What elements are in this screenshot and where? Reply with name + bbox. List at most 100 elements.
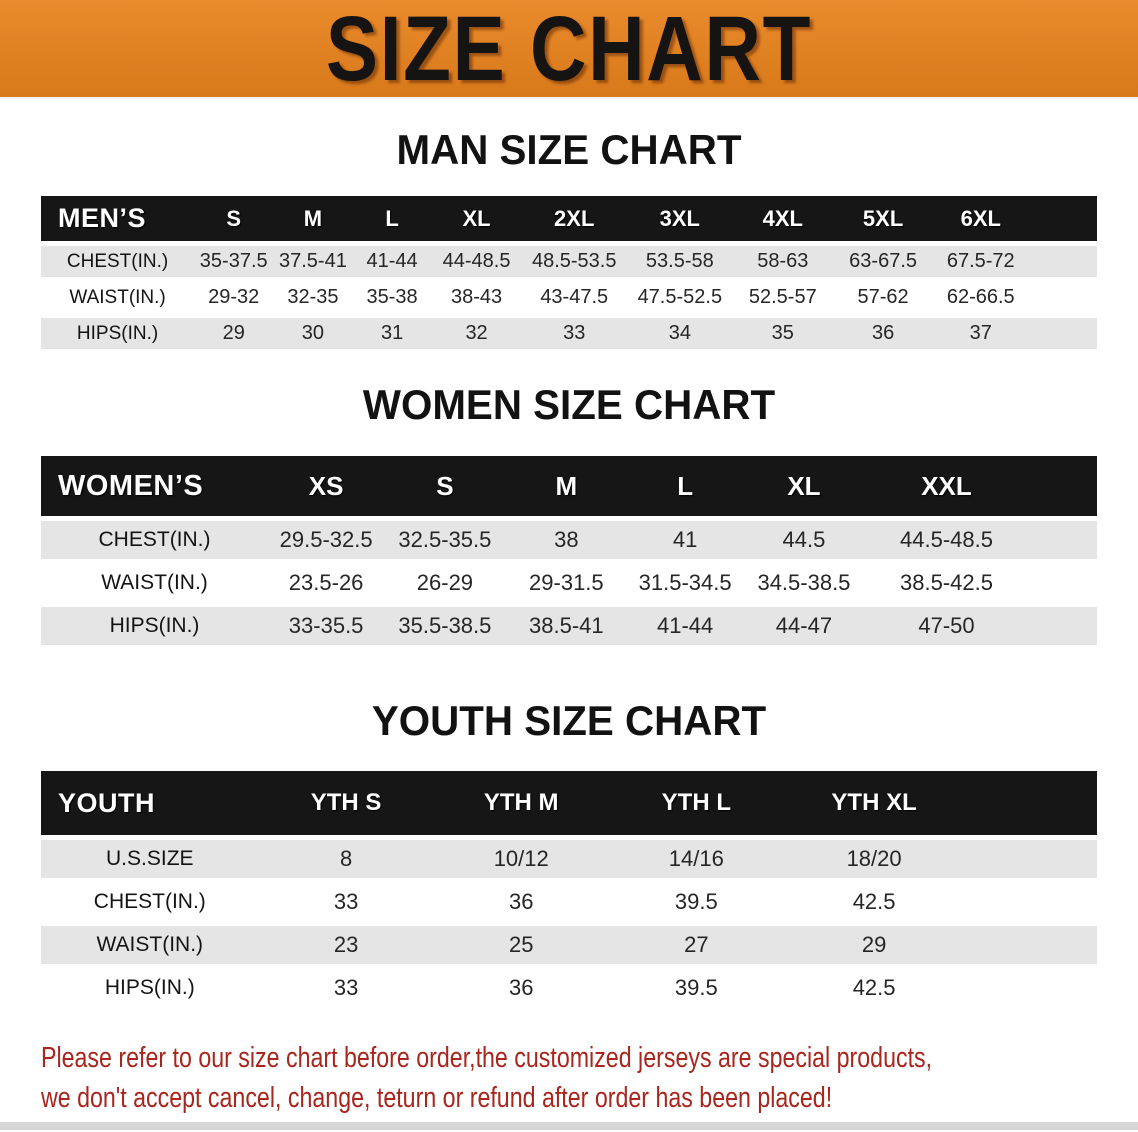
disclaimer-line-1: Please refer to our size chart before or… <box>41 1042 933 1074</box>
women-header-label: WOMEN’S <box>41 456 269 516</box>
size-value-cell: 31 <box>352 318 432 349</box>
men-header-row: MEN’S S M L XL 2XL 3XL 4XL 5XL 6XL <box>41 196 1097 241</box>
size-column-header: XXL <box>864 456 1029 516</box>
size-value-cell: 44.5 <box>743 521 865 559</box>
row-spacer <box>964 840 1097 878</box>
size-column-header: L <box>352 196 432 241</box>
size-value-cell: 33 <box>333 889 359 914</box>
men-header-label: MEN’S <box>41 196 195 241</box>
men-section: MAN SIZE CHART MEN’S S M L XL 2XL 3XL 4XL 5XL 6XL… <box>0 128 1138 354</box>
size-value-cell: 27 <box>608 926 784 964</box>
men-section-heading: MAN SIZE CHART <box>396 126 742 173</box>
size-value-cell: 10/12 <box>433 840 609 878</box>
size-column-header: 6XL <box>933 196 1029 241</box>
measurement-row: CHEST(IN.) 33 36 39.5 42.5 <box>41 883 1097 921</box>
row-label: CHEST(IN.) <box>41 521 269 559</box>
size-value-cell: 62-66.5 <box>946 286 1015 308</box>
size-value-cell: 35 <box>732 318 833 349</box>
size-value-cell: 29 <box>783 926 965 964</box>
size-column-header: 4XL <box>732 196 833 241</box>
youth-size-table: YOUTH YTH S YTH M YTH L YTH XL U.S.SIZE 8 10/12… <box>41 766 1097 1012</box>
size-value-cell: 29 <box>194 318 274 349</box>
row-spacer <box>1028 318 1097 349</box>
size-value-cell: 36 <box>832 318 934 349</box>
size-column-header: M <box>505 456 628 516</box>
size-value-cell: 38.5-42.5 <box>900 570 993 595</box>
size-column-header: S <box>384 456 506 516</box>
size-value-cell: 41 <box>627 521 744 559</box>
size-value-cell: 31.5-34.5 <box>638 570 732 595</box>
youth-section-heading: YOUTH SIZE CHART <box>371 697 767 744</box>
size-value-cell: 47.5-52.5 <box>637 286 723 308</box>
size-value-cell: 39.5 <box>674 975 718 1000</box>
banner: SIZE CHART <box>0 0 1138 99</box>
size-value-cell: 37 <box>933 318 1029 349</box>
size-value-cell: 58-63 <box>732 246 833 277</box>
row-spacer <box>964 926 1097 964</box>
women-section: WOMEN SIZE CHART WOMEN’S XS S M L XL XXL CHEST(… <box>0 383 1138 650</box>
header-spacer <box>964 771 1097 835</box>
size-value-cell: 47-50 <box>864 607 1029 645</box>
row-spacer <box>1028 607 1097 645</box>
size-value-cell: 42.5 <box>852 975 896 1000</box>
size-value-cell: 39.5 <box>674 889 718 914</box>
measurement-row: WAIST(IN.) 23.5-26 26-29 29-31.5 31.5-34.5 34… <box>41 564 1097 602</box>
size-value-cell: 33 <box>333 975 359 1000</box>
size-value-cell: 23.5-26 <box>288 570 364 595</box>
size-value-cell: 63-67.5 <box>832 246 934 277</box>
measurement-row: HIPS(IN.) 29 30 31 32 33 34 35 36 37 <box>41 318 1097 349</box>
row-label: CHEST(IN.) <box>41 246 195 277</box>
size-value-cell: 8 <box>258 840 434 878</box>
size-value-cell: 32-35 <box>287 286 339 308</box>
measurement-row: HIPS(IN.) 33-35.5 35.5-38.5 38.5-41 41-44 44-… <box>41 607 1097 645</box>
row-spacer <box>1028 246 1097 277</box>
youth-header-row: YOUTH YTH S YTH M YTH L YTH XL <box>41 771 1097 835</box>
size-value-cell: 44-47 <box>743 607 865 645</box>
size-value-cell: 36 <box>508 975 534 1000</box>
row-spacer <box>964 883 1097 921</box>
size-column-header: 5XL <box>832 196 934 241</box>
size-column-header: YTH M <box>433 771 609 835</box>
size-value-cell: 23 <box>258 926 434 964</box>
size-value-cell: 30 <box>273 318 353 349</box>
size-value-cell: 57-62 <box>857 286 909 308</box>
row-spacer <box>964 969 1097 1007</box>
size-value-cell: 32.5-35.5 <box>384 521 506 559</box>
size-value-cell: 34.5-38.5 <box>757 570 851 595</box>
measurement-row: CHEST(IN.) 35-37.5 37.5-41 41-44 44-48.5 48.5… <box>41 246 1097 277</box>
size-value-cell: 38 <box>505 521 628 559</box>
size-value-cell: 38.5-41 <box>505 607 628 645</box>
size-value-cell: 33 <box>521 318 628 349</box>
size-value-cell: 36 <box>508 889 534 914</box>
size-value-cell: 26-29 <box>416 570 474 595</box>
measurement-row: HIPS(IN.) 33 36 39.5 42.5 <box>41 969 1097 1007</box>
size-value-cell: 44-48.5 <box>431 246 522 277</box>
row-label: WAIST(IN.) <box>69 286 166 308</box>
youth-header-label: YOUTH <box>41 771 259 835</box>
size-column-header: 2XL <box>521 196 628 241</box>
measurement-row: U.S.SIZE 8 10/12 14/16 18/20 <box>41 840 1097 878</box>
row-label: WAIST(IN.) <box>41 926 259 964</box>
size-value-cell: 35-37.5 <box>194 246 274 277</box>
row-label: CHEST(IN.) <box>93 890 206 913</box>
size-value-cell: 52.5-57 <box>748 286 817 308</box>
size-value-cell: 25 <box>433 926 609 964</box>
measurement-row: WAIST(IN.) 29-32 32-35 35-38 38-43 43-47.5 47.… <box>41 282 1097 313</box>
row-label: HIPS(IN.) <box>41 607 269 645</box>
header-spacer <box>1028 196 1097 241</box>
size-value-cell: 14/16 <box>608 840 784 878</box>
size-column-header: L <box>627 456 744 516</box>
size-column-header: M <box>273 196 353 241</box>
women-section-heading: WOMEN SIZE CHART <box>362 381 776 428</box>
row-label: U.S.SIZE <box>41 840 259 878</box>
size-column-header: YTH XL <box>783 771 965 835</box>
size-column-header: XS <box>268 456 385 516</box>
size-value-cell: 18/20 <box>783 840 965 878</box>
row-label: HIPS(IN.) <box>41 318 195 349</box>
size-value-cell: 37.5-41 <box>273 246 353 277</box>
size-value-cell: 35-38 <box>366 286 418 308</box>
row-spacer <box>1028 564 1097 602</box>
women-header-row: WOMEN’S XS S M L XL XXL <box>41 456 1097 516</box>
size-value-cell: 29-31.5 <box>529 570 604 595</box>
